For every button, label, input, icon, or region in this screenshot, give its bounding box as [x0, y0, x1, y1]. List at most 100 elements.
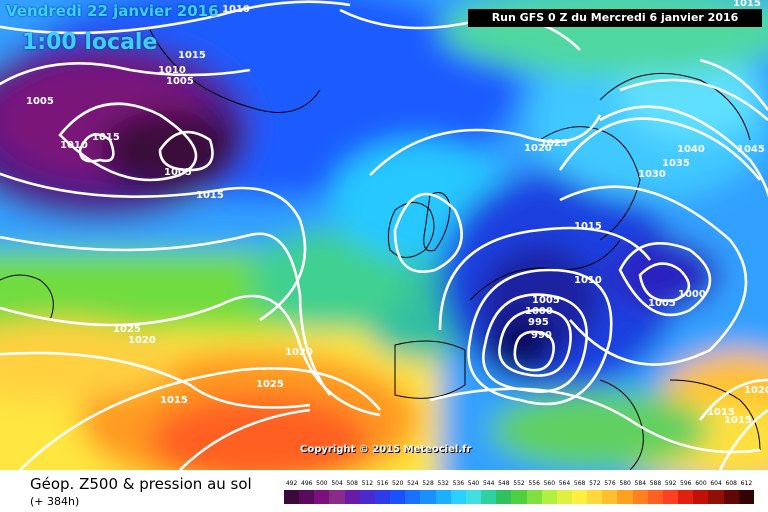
- legend-tick-label: 552: [513, 480, 525, 487]
- legend-swatch: [541, 490, 557, 504]
- isobar-label: 1015: [178, 50, 206, 61]
- legend-tick-label: 588: [649, 480, 662, 487]
- legend-tick-label: 564: [558, 480, 571, 487]
- legend-tick-label: 584: [634, 480, 647, 487]
- isobar-label: 1000: [678, 289, 706, 300]
- legend-swatch: [496, 490, 512, 504]
- isobar-label: 1025: [540, 138, 568, 149]
- legend-swatch: [693, 490, 709, 504]
- isobar-label: 1015: [196, 190, 224, 201]
- legend-tick-label: 596: [680, 480, 692, 487]
- legend-swatch: [344, 490, 360, 504]
- legend-swatch: [556, 490, 572, 504]
- legend-tick-label: 580: [619, 480, 631, 487]
- legend-tick-label: 516: [376, 480, 389, 487]
- isobar-label: 1005: [166, 76, 194, 87]
- legend-tick-label: 500: [316, 480, 328, 487]
- isobar-label: 1015: [733, 0, 761, 9]
- legend-swatch: [708, 490, 724, 504]
- legend-tick-label: 556: [528, 480, 540, 487]
- isobar-label: 990: [531, 330, 552, 341]
- legend-tick-label: 508: [346, 480, 358, 487]
- isobar-label: 1015: [92, 132, 120, 143]
- isobar-label: 1015: [574, 221, 602, 232]
- legend-swatch: [587, 490, 603, 504]
- legend-swatch: [435, 490, 451, 504]
- legend-tick-label: 544: [482, 480, 495, 487]
- legend-tick-label: 604: [710, 480, 722, 487]
- legend-swatch: [374, 490, 391, 504]
- isobar-label: 1000: [525, 306, 553, 317]
- isobar-label: 1010: [574, 275, 602, 286]
- isobar-label: 995: [528, 317, 549, 328]
- isobar-label: 1005: [26, 96, 54, 107]
- legend-tick-label: 512: [361, 480, 374, 487]
- map-title: Géop. Z500 & pression au sol: [30, 475, 252, 493]
- legend-swatch: [465, 490, 482, 504]
- isobar-label: 1005: [532, 295, 560, 306]
- legend-tick-label: 576: [604, 480, 616, 487]
- isobar-label: 1005: [164, 167, 192, 178]
- legend-tick-label: 600: [695, 480, 707, 487]
- forecast-date: Vendredi 22 janvier 2016: [6, 2, 219, 20]
- legend-swatch: [405, 490, 421, 504]
- legend-tick-label: 524: [407, 480, 419, 487]
- legend-swatch: [314, 490, 330, 504]
- isobar-label: 1045: [737, 144, 765, 155]
- legend-tick-label: 540: [467, 480, 480, 487]
- legend-swatch: [632, 490, 648, 504]
- legend-tick-label: 496: [301, 480, 313, 487]
- legend-swatch: [617, 490, 633, 504]
- legend-tick-label: 528: [422, 480, 434, 487]
- legend-swatch: [481, 490, 497, 504]
- isobar-label: 1015: [724, 415, 752, 426]
- copyright-notice: Copyright © 2015 Meteociel.fr: [300, 444, 472, 455]
- isobar-label: 1010: [158, 65, 186, 76]
- legend-swatch: [284, 490, 300, 504]
- isobar-label: 1040: [677, 144, 705, 155]
- legend-tick-label: 536: [452, 480, 465, 487]
- isobar-label: 1025: [256, 379, 284, 390]
- legend-swatch: [678, 490, 694, 504]
- legend-swatch: [390, 490, 406, 504]
- isobars: [0, 0, 768, 470]
- legend-tick-label: 548: [498, 480, 510, 487]
- model-run-label: Run GFS 0 Z du Mercredi 6 janvier 2016: [468, 9, 762, 27]
- isobar-label: 1020: [128, 335, 156, 346]
- legend-swatch: [647, 490, 663, 504]
- legend-swatch: [602, 490, 618, 504]
- forecast-time: 1:00 locale: [22, 30, 158, 55]
- isobar-label: 1020: [285, 347, 313, 358]
- legend-swatch: [450, 490, 466, 504]
- legend-color-bar: [284, 490, 754, 504]
- legend-tick-label: 520: [391, 480, 404, 487]
- legend-tick-label: 568: [573, 480, 586, 487]
- legend-swatch: [571, 490, 588, 504]
- weather-map: 1010 1015 1010 1005 1005 1010 1015 1005 …: [0, 0, 768, 470]
- legend-tick-label: 592: [664, 480, 677, 487]
- map-canvas: 1010 1015 1010 1005 1005 1010 1015 1005 …: [0, 0, 768, 470]
- isobar-label: 1020: [524, 143, 552, 154]
- legend-swatch: [723, 490, 739, 504]
- isobar-label: 1010: [222, 4, 250, 15]
- legend-swatch: [511, 490, 527, 504]
- legend-scale-labels: 492 496 500 504 508 512 516 520 524 528 532 536 540 5…: [284, 480, 754, 489]
- isobar-label: 1035: [662, 158, 690, 169]
- isobar-label: 1015: [160, 395, 188, 406]
- isobar-label: 1020: [744, 385, 768, 396]
- isobar-label: 1010: [60, 140, 88, 151]
- isobar-label: 1015: [707, 407, 735, 418]
- geopotential-field: [0, 0, 768, 470]
- legend-swatch: [526, 490, 542, 504]
- isobar-label: 1030: [638, 169, 666, 180]
- legend-swatch: [359, 490, 375, 504]
- legend-tick-label: 532: [437, 480, 449, 487]
- legend-tick-label: 572: [589, 480, 601, 487]
- legend-swatch: [420, 490, 436, 504]
- legend-tick-label: 612: [740, 480, 753, 487]
- legend-tick-label: 608: [725, 480, 737, 487]
- forecast-range: (+ 384h): [30, 495, 80, 508]
- isobar-label: 1005: [648, 298, 676, 309]
- legend-swatch: [738, 490, 754, 504]
